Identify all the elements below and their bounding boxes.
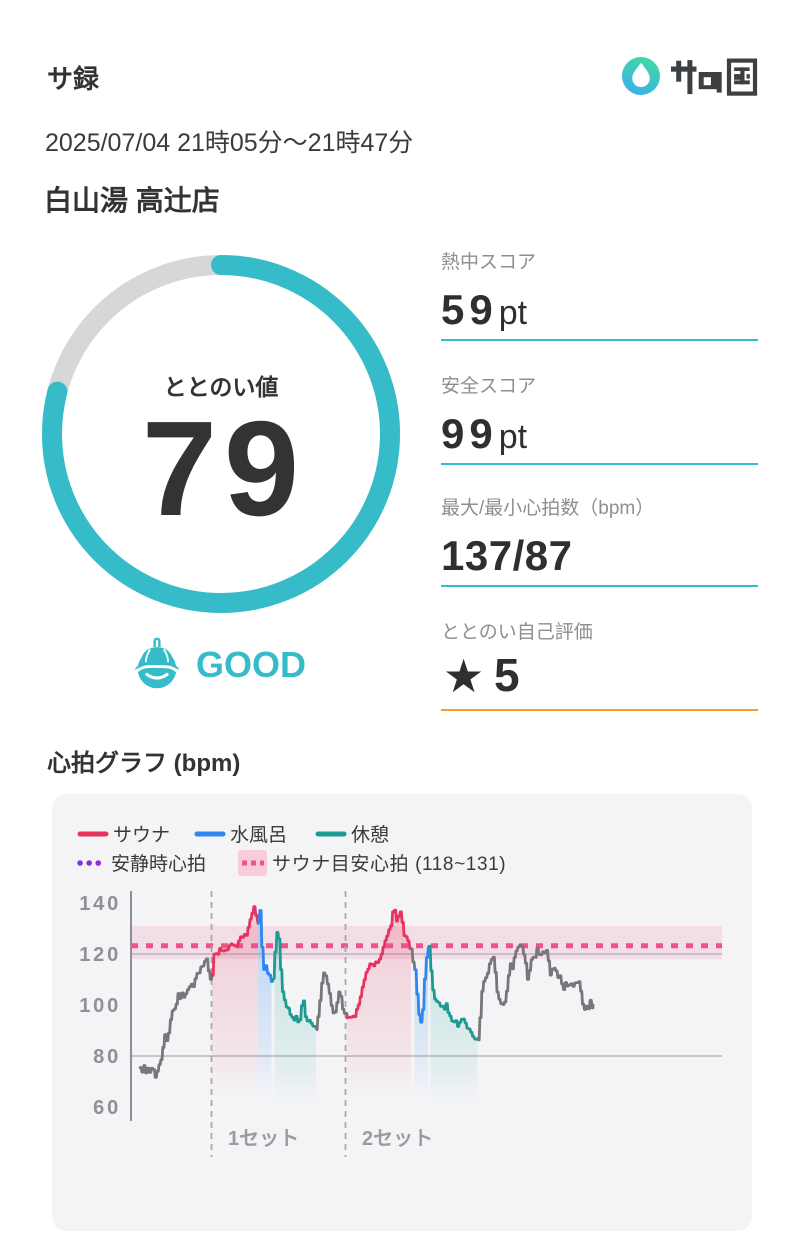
svg-text:100: 100 — [79, 995, 121, 1017]
svg-text:1セット: 1セット — [228, 1128, 299, 1150]
svg-text:140: 140 — [79, 893, 121, 915]
svg-text:水風呂: 水風呂 — [230, 824, 287, 846]
svg-text:120: 120 — [79, 944, 121, 966]
svg-text:サウナ目安心拍 (118~131): サウナ目安心拍 (118~131) — [272, 853, 506, 875]
svg-text:安静時心拍: 安静時心拍 — [111, 853, 206, 875]
svg-text:80: 80 — [93, 1046, 121, 1068]
svg-text:休憩: 休憩 — [351, 824, 389, 846]
svg-text:2セット: 2セット — [362, 1128, 433, 1150]
svg-text:60: 60 — [93, 1097, 121, 1119]
svg-text:サウナ: サウナ — [113, 825, 170, 846]
